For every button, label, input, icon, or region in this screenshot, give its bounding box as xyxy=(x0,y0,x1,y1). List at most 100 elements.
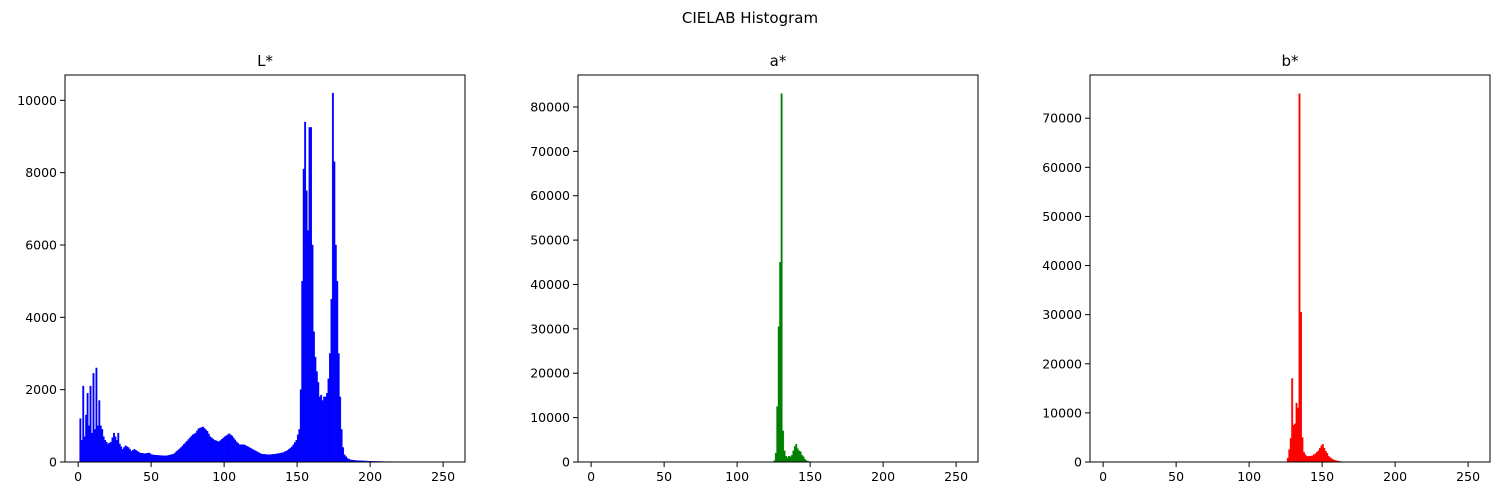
histogram-bar xyxy=(343,454,346,463)
x-tick-label: 200 xyxy=(1383,469,1407,484)
x-tick-label: 250 xyxy=(431,469,455,484)
histogram-bar xyxy=(334,244,337,463)
histogram-bar xyxy=(184,442,187,463)
histogram-bar xyxy=(302,168,305,463)
histogram-bar xyxy=(292,444,295,463)
histogram-bar xyxy=(219,440,222,463)
histogram-bar xyxy=(788,456,790,463)
histogram-bar xyxy=(782,430,785,463)
histogram-bar xyxy=(1327,455,1330,463)
y-tick-label: 10000 xyxy=(1042,405,1082,420)
histogram-bar xyxy=(88,425,91,463)
histogram-bar xyxy=(148,452,150,463)
histogram-bar xyxy=(792,450,795,463)
y-tick-label: 0 xyxy=(1074,455,1082,470)
histogram-bar xyxy=(210,437,213,463)
histogram-bar xyxy=(175,451,178,463)
x-tick-label: 50 xyxy=(656,469,672,484)
histogram-bar xyxy=(777,326,780,463)
histogram-bar xyxy=(346,458,349,463)
histogram-bar xyxy=(795,444,798,463)
histogram-bar xyxy=(796,448,799,463)
histogram-bar xyxy=(133,449,136,463)
histogram-bar xyxy=(134,450,137,463)
histogram-bar xyxy=(288,449,291,463)
histogram-bar xyxy=(220,439,223,463)
histogram-bar xyxy=(237,442,239,463)
x-tick-label: 100 xyxy=(1237,469,1261,484)
histogram-bar xyxy=(228,433,231,463)
histogram-bar xyxy=(99,425,102,463)
histogram-bar xyxy=(83,436,86,463)
histogram-bar xyxy=(1292,424,1295,463)
histogram-bar xyxy=(91,432,93,463)
histogram-bar xyxy=(178,448,181,463)
x-tick-label: 100 xyxy=(725,469,749,484)
histogram-bar xyxy=(146,453,149,463)
histogram-bar xyxy=(1311,455,1314,463)
histogram-bar xyxy=(802,456,805,463)
histogram-bar xyxy=(247,446,250,463)
histogram-bar xyxy=(260,453,263,463)
histogram-bar xyxy=(89,385,92,463)
histogram-bar xyxy=(295,440,298,463)
y-tick-label: 80000 xyxy=(530,99,570,114)
y-tick-label: 8000 xyxy=(25,165,57,180)
histogram-bar xyxy=(257,452,260,463)
histogram-bar xyxy=(776,406,779,463)
histogram-bar xyxy=(1329,457,1332,463)
histogram-bar xyxy=(329,353,331,463)
x-tick-label: 50 xyxy=(1168,469,1184,484)
histogram-bar xyxy=(785,456,787,463)
histogram-bar xyxy=(790,455,793,463)
histogram-bar xyxy=(169,454,172,463)
histogram-bar xyxy=(168,454,171,463)
histogram-bar xyxy=(310,127,312,463)
histogram-bar xyxy=(121,449,124,463)
histogram-bar xyxy=(1302,451,1305,463)
histogram-bar xyxy=(191,434,194,463)
histogram-bar xyxy=(204,429,207,463)
histogram-bar xyxy=(231,435,234,463)
histogram-bar xyxy=(253,449,255,463)
histogram-bar xyxy=(164,455,166,463)
histogram-bar xyxy=(1308,455,1311,463)
histogram-bar xyxy=(92,373,95,463)
axes-frame-l-star xyxy=(64,74,466,463)
histogram-bar xyxy=(296,434,299,463)
y-tick-label: 30000 xyxy=(1042,307,1082,322)
histogram-bar xyxy=(1295,402,1298,463)
histogram-bar xyxy=(194,432,197,463)
figure-suptitle: CIELAB Histogram xyxy=(682,9,818,27)
y-tick-label: 10000 xyxy=(530,410,570,425)
histogram-bar xyxy=(187,439,190,463)
histogram-bar xyxy=(308,127,311,463)
histogram-bar xyxy=(1298,93,1301,463)
y-tick-label: 4000 xyxy=(25,310,57,325)
histogram-bar xyxy=(273,453,276,463)
histogram-bar xyxy=(270,454,273,463)
histogram-bar xyxy=(105,441,108,463)
histogram-bar xyxy=(229,434,232,463)
y-tick-label: 6000 xyxy=(25,237,57,252)
y-tick-label: 0 xyxy=(562,455,570,470)
y-tick-label: 50000 xyxy=(1042,209,1082,224)
histogram-bar xyxy=(304,121,307,463)
y-tick-label: 70000 xyxy=(530,144,570,159)
histogram-bar xyxy=(786,457,789,463)
histogram-bar xyxy=(337,353,340,463)
histogram-bar xyxy=(161,455,164,463)
histogram-bar xyxy=(85,414,88,463)
axes-frame-b-star xyxy=(1089,74,1491,463)
x-tick-label: 0 xyxy=(587,469,595,484)
histogram-bar xyxy=(323,396,326,463)
histogram-bar xyxy=(180,447,182,463)
histogram-bars-b-star xyxy=(1286,93,1345,463)
histogram-bar xyxy=(143,453,146,463)
histogram-bar xyxy=(153,454,156,463)
y-tick-label: 10000 xyxy=(17,93,57,108)
histogram-bar xyxy=(79,418,82,463)
histogram-bar xyxy=(218,441,220,463)
y-tick-label: 30000 xyxy=(530,321,570,336)
